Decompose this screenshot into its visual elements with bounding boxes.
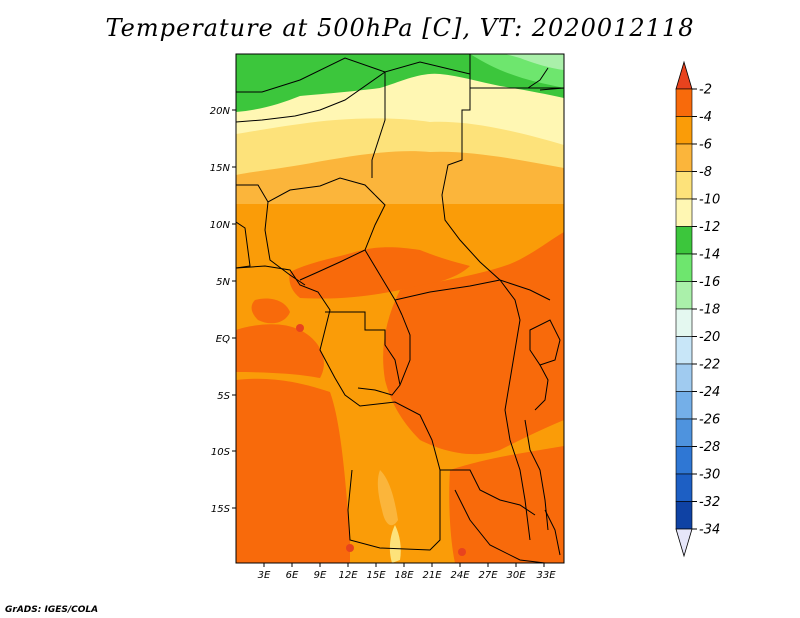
colorbar-box [675, 501, 693, 530]
border-zambia-south [454, 489, 546, 563]
colorbar-box [675, 281, 693, 310]
colorbar: -2 -4 -6 -8 -10 -12 -14 -16 -18 -20 -22 … [675, 60, 720, 558]
colorbar-label: -28 [699, 440, 720, 455]
colorbar-box [675, 116, 693, 145]
colorbar-box [675, 88, 693, 117]
lon-label: 9E [314, 570, 327, 581]
lat-label: 20N [210, 106, 231, 117]
country-borders [236, 54, 564, 563]
colorbar-label: -2 [699, 83, 712, 98]
border-niger-nigeria [236, 177, 376, 203]
field-band-2-4-southeast [449, 446, 564, 563]
border-chad-sudan [441, 54, 551, 301]
lon-label: 27E [478, 570, 498, 581]
lon-label: 24E [450, 570, 470, 581]
colorbar-box [675, 391, 693, 420]
colorbar-box [675, 308, 693, 337]
colorbar-label: -12 [699, 220, 720, 235]
lat-label: 5N [216, 277, 230, 288]
colorbar-box [675, 363, 693, 392]
border-congo-drc [399, 314, 411, 386]
colorbar-box [675, 253, 693, 282]
map-frame [235, 53, 565, 564]
field-band-2-4-north [289, 247, 470, 299]
colorbar-box [675, 226, 693, 255]
border-car-drc [394, 279, 501, 301]
field-speck-above-2 [296, 324, 304, 332]
lat-label: 5S [217, 391, 230, 402]
chart-title: Temperature at 500hPa [C], VT: 202001211… [105, 14, 695, 42]
colorbar-label: -6 [699, 138, 712, 153]
colorbar-label: -18 [699, 303, 720, 318]
colorbar-label: -32 [699, 495, 720, 510]
border-gabon-congo [325, 311, 401, 396]
border-niger-chad [371, 72, 386, 178]
field-band-2-4-center-east [383, 232, 564, 455]
lon-label: 33E [536, 570, 556, 581]
colorbar-label: -14 [699, 248, 720, 263]
field-speck-above-2 [346, 544, 354, 552]
colorbar-label: -10 [699, 193, 720, 208]
field-speck-above-2 [458, 548, 466, 556]
field-band-16-18 [505, 54, 564, 70]
lon-axis: 3E 6E 9E 12E 15E 18E 21E 24E 27E 30E 33E [258, 563, 556, 581]
colorbar-box [675, 171, 693, 200]
lake-malawi [544, 509, 561, 556]
coast-nile-delta [527, 67, 549, 89]
colorbar-bottom-triangle [675, 528, 693, 558]
lon-label: 18E [394, 570, 414, 581]
colorbar-label: -24 [699, 385, 720, 400]
border-egypt [539, 87, 564, 91]
field-band-2-4-patch [251, 298, 290, 324]
lon-label: 30E [506, 570, 526, 581]
lat-label: 10N [210, 220, 231, 231]
border-cameroon-car [364, 249, 403, 316]
lake-tanganyika [524, 419, 549, 531]
colorbar-box [675, 446, 693, 475]
field-band-2-4-southwest [236, 378, 350, 563]
lon-label: 6E [286, 570, 299, 581]
lon-label: 12E [338, 570, 358, 581]
credit-footer: GrADS: IGES/COLA [5, 605, 99, 615]
border-togo-ghana [236, 221, 251, 269]
lat-label: 10S [211, 447, 231, 458]
lon-label: 21E [422, 570, 442, 581]
field-band-2-4-west [236, 324, 324, 378]
coastline-west-africa [236, 265, 441, 551]
field-band-12-14 [236, 54, 564, 112]
colorbar-label: -16 [699, 275, 720, 290]
border-mali-niger [236, 71, 386, 123]
border-drc-east [499, 279, 531, 541]
colorbar-box [675, 143, 693, 172]
lat-label: EQ [216, 334, 230, 345]
colorbar-top-triangle [675, 60, 693, 90]
field-band-8-10-patch [389, 525, 401, 563]
colorbar-box [675, 473, 693, 502]
lat-label: 15S [211, 504, 231, 515]
border-rwanda [534, 364, 549, 411]
colorbar-label: -34 [699, 523, 720, 538]
colorbar-label: -20 [699, 330, 720, 345]
colorbar-box [675, 336, 693, 365]
colorbar-label: -22 [699, 358, 720, 373]
colorbar-box [675, 418, 693, 447]
colorbar-label: -8 [699, 165, 712, 180]
border-uganda [529, 319, 561, 366]
lat-label: 15N [210, 163, 231, 174]
colorbar-label: -26 [699, 413, 720, 428]
colorbar-label: -30 [699, 468, 720, 483]
lat-axis: 20N 15N 10N 5N EQ 5S 10S 15S [210, 106, 236, 515]
colorbar-box [675, 198, 693, 227]
lon-label: 3E [258, 570, 271, 581]
lon-label: 15E [366, 570, 386, 581]
border-angola-zambia [440, 469, 536, 516]
colorbar-label: -4 [699, 110, 712, 125]
field-band-6-8-patch [377, 470, 398, 526]
temperature-field [236, 54, 564, 563]
border-algeria-libya [236, 57, 471, 93]
